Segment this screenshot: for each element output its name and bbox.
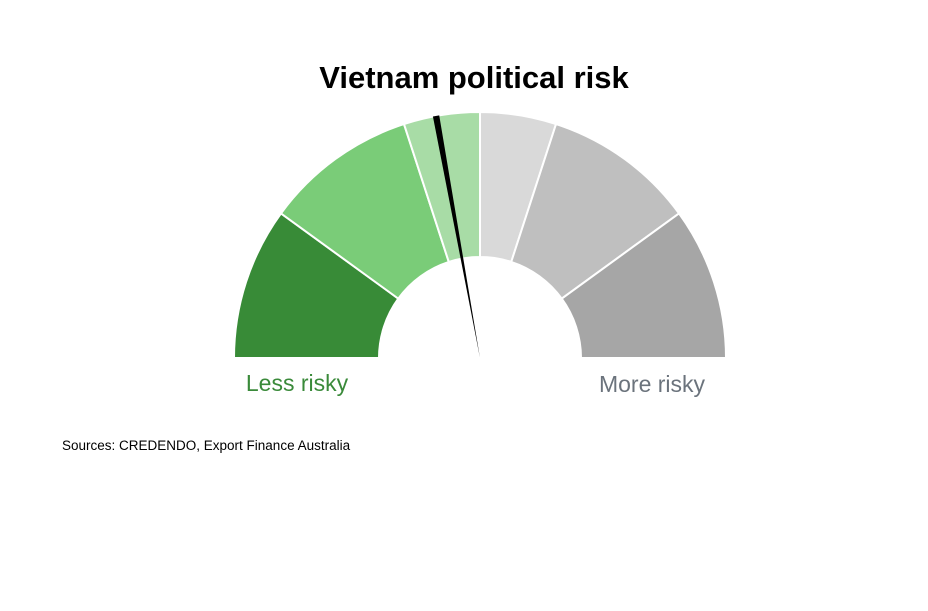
more-risky-label: More risky: [599, 371, 706, 397]
gauge-needle-group: [432, 115, 480, 358]
chart-title: Vietnam political risk: [319, 60, 629, 95]
gauge-band-6: [560, 212, 728, 359]
gauge-needle: [432, 115, 480, 358]
source-note: Sources: CREDENDO, Export Finance Austra…: [62, 438, 351, 453]
gauge-bands: [232, 110, 728, 359]
less-risky-label: Less risky: [246, 370, 349, 396]
